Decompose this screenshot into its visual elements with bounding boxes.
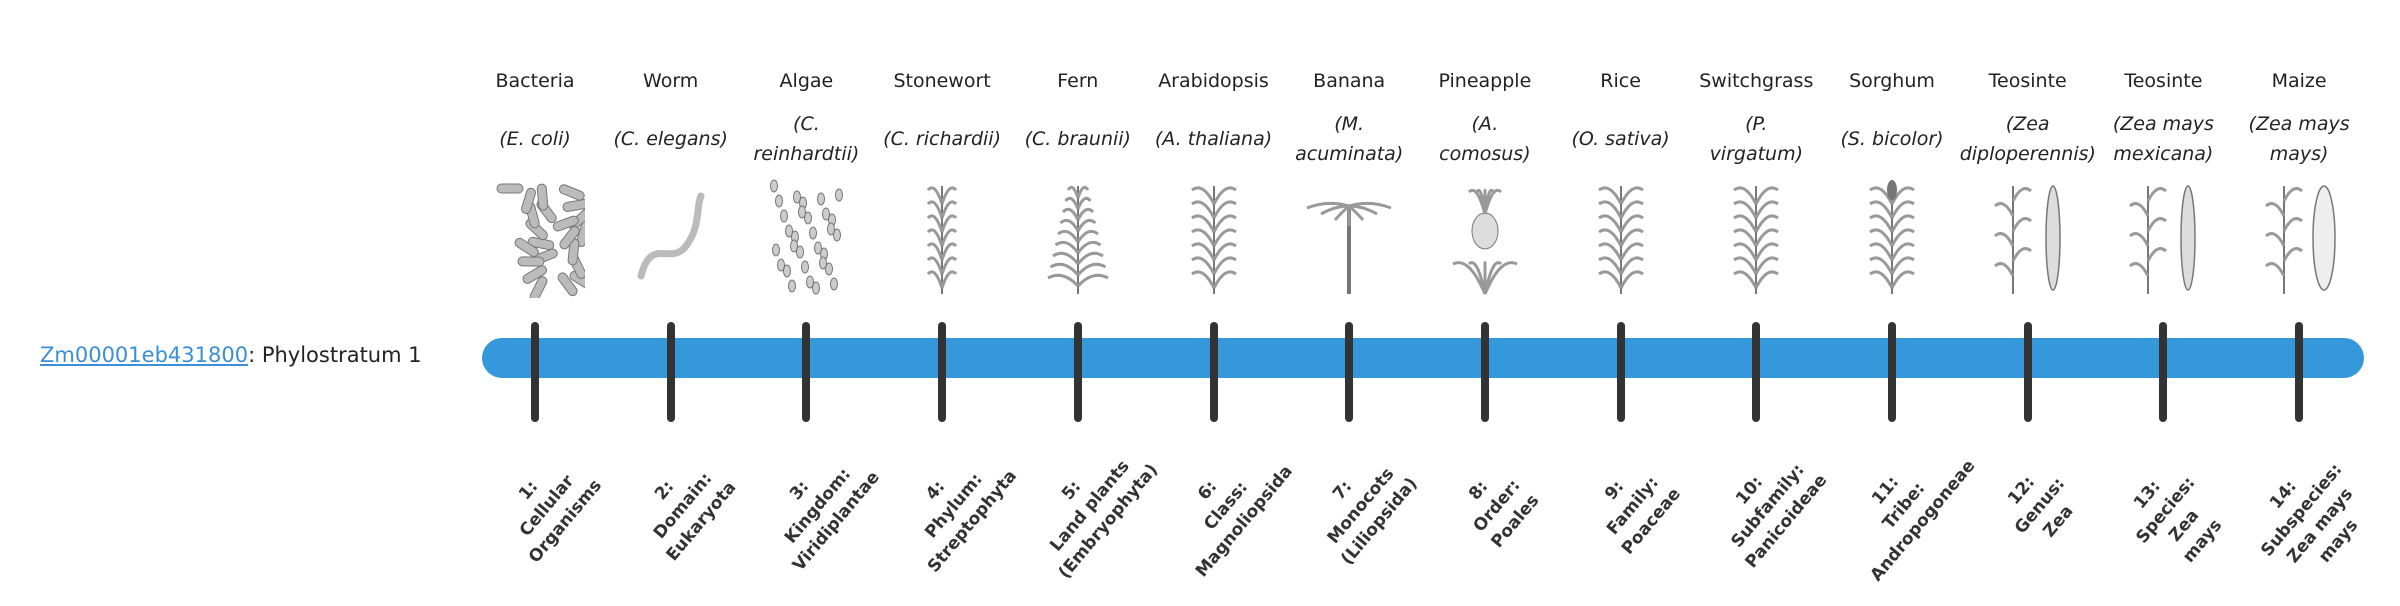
organism-common-name: Worm: [643, 70, 699, 92]
worm-illustration-icon: [603, 176, 739, 298]
organism-common-name: Teosinte: [2124, 70, 2203, 92]
organism-common-name: Fern: [1057, 70, 1099, 92]
organism-common-name: Bacteria: [495, 70, 575, 92]
stratum-tick: [1345, 322, 1354, 422]
switchgrass-illustration-icon: [1688, 176, 1824, 298]
stratum-tick: [802, 322, 811, 422]
stratum-tick: [2023, 322, 2032, 422]
arabidopsis-illustration-icon: [1146, 176, 1282, 298]
scientific-name-line: (Zea mays: [2248, 113, 2350, 135]
organism-scientific-name: (P. virgatum): [1688, 106, 1824, 172]
gene-label: Zm00001eb431800: Phylostratum 1: [40, 340, 422, 370]
organism-scientific-name: (O. sativa): [1553, 106, 1689, 172]
banana-illustration-icon: [1281, 176, 1417, 298]
scientific-name-line: diploperennis): [1959, 143, 2096, 165]
scientific-name-line: (C. braunii): [1024, 128, 1131, 150]
organism-common-name: Maize: [2271, 70, 2327, 92]
stratum-label: 1: Cellular Organisms: [471, 425, 623, 586]
organism-common-name: Banana: [1313, 70, 1386, 92]
organism-common-name: Algae: [779, 70, 834, 92]
scientific-name-line: mexicana): [2113, 143, 2214, 165]
stratum-tick: [666, 322, 675, 422]
organism-scientific-name: (A. thaliana): [1146, 106, 1282, 172]
scientific-name-line: (Zea mays: [2112, 113, 2214, 135]
organism-scientific-name: (E. coli): [467, 106, 603, 172]
scientific-name-line: (O. sativa): [1571, 128, 1670, 150]
phylostratum-text: : Phylostratum 1: [248, 343, 422, 367]
bacteria-illustration-icon: [467, 176, 603, 302]
stratum-label: 4: Phylum: Streptophyta: [878, 425, 1030, 586]
scientific-name-line: (P.: [1745, 113, 1768, 135]
rice-illustration-icon: [1553, 176, 1689, 298]
organism-scientific-name: (Zea mays mexicana): [2095, 106, 2231, 172]
organism-common-name: Teosinte: [1988, 70, 2067, 92]
stratum-label: 8: Order: Poales: [1421, 425, 1573, 586]
organism-common-name: Arabidopsis: [1158, 70, 1269, 92]
scientific-name-line: (M.: [1334, 113, 1365, 135]
gene-link[interactable]: Zm00001eb431800: [40, 343, 249, 367]
scientific-name-line: (Zea: [2005, 113, 2050, 135]
organism-scientific-name: (M. acuminata): [1281, 106, 1417, 172]
organism-scientific-name: (C. richardii): [874, 106, 1010, 172]
scientific-name-line: (C. richardii): [883, 128, 1001, 150]
stratum-label: 5: Land plants (Embryophyta): [1014, 425, 1166, 586]
scientific-name-line: reinhardtii): [753, 143, 860, 165]
organism-common-name: Pineapple: [1438, 70, 1532, 92]
stratum-tick: [2159, 322, 2168, 422]
stratum-tick: [1480, 322, 1489, 422]
stratum-label: 3: Kingdom: Viridiplantae: [743, 425, 895, 586]
organism-common-name: Switchgrass: [1699, 70, 1814, 92]
stratum-label: 10: Subfamily: Panicoideae: [1693, 425, 1845, 586]
scientific-name-line: mays): [2269, 143, 2329, 165]
algae-illustration-icon: [738, 176, 874, 298]
stratum-label: 11: Tribe: Andropogoneae: [1828, 425, 1980, 586]
scientific-name-line: comosus): [1439, 143, 1531, 165]
scientific-name-line: virgatum): [1709, 143, 1804, 165]
stratum-tick: [938, 322, 947, 422]
organism-common-name: Sorghum: [1849, 70, 1935, 92]
stonewort-illustration-icon: [874, 176, 1010, 298]
organism-scientific-name: (C. elegans): [603, 106, 739, 172]
stratum-tick: [1888, 322, 1896, 422]
stratum-tick: [1616, 322, 1625, 422]
stratum-tick: [1209, 322, 1218, 422]
stratum-tick: [1752, 322, 1761, 422]
scientific-name-line: (E. coli): [499, 128, 571, 150]
fern-illustration-icon: [1010, 176, 1146, 298]
stratum-label: 6: Class: Magnoliopsida: [1150, 425, 1302, 586]
stratum-label: 7: Monocots (Liliopsida): [1285, 425, 1437, 586]
phylostrata-bar: [482, 338, 2364, 378]
organism-common-name: Stonewort: [893, 70, 991, 92]
scientific-name-line: (C. elegans): [613, 128, 728, 150]
organism-scientific-name: (Zea mays mays): [2231, 106, 2367, 172]
sorghum-illustration-icon: [1824, 176, 1960, 298]
organism-common-name: Rice: [1600, 70, 1641, 92]
scientific-name-line: (C.: [793, 113, 820, 135]
stratum-tick: [2295, 322, 2304, 422]
stratum-label: 2: Domain: Eukaryota: [607, 425, 759, 586]
maize-illustration-icon: [2231, 176, 2367, 298]
organism-scientific-name: (C. reinhardtii): [738, 106, 874, 172]
organism-scientific-name: (Zea diploperennis): [1960, 106, 2096, 172]
stratum-label: 12: Genus: Zea: [1964, 425, 2116, 586]
stratum-label: 9: Family: Poaceae: [1557, 425, 1709, 586]
organism-scientific-name: (A. comosus): [1417, 106, 1553, 172]
teosinte-illustration-icon: [1960, 176, 2096, 298]
scientific-name-line: acuminata): [1295, 143, 1404, 165]
teosinte-illustration-icon: [2095, 176, 2231, 298]
organism-scientific-name: (S. bicolor): [1824, 106, 1960, 172]
pineapple-illustration-icon: [1417, 176, 1553, 298]
scientific-name-line: (S. bicolor): [1840, 128, 1944, 150]
scientific-name-line: (A. thaliana): [1154, 128, 1273, 150]
stratum-tick: [1073, 322, 1082, 422]
scientific-name-line: (A.: [1471, 113, 1499, 135]
organism-scientific-name: (C. braunii): [1010, 106, 1146, 172]
stratum-tick: [531, 322, 539, 422]
